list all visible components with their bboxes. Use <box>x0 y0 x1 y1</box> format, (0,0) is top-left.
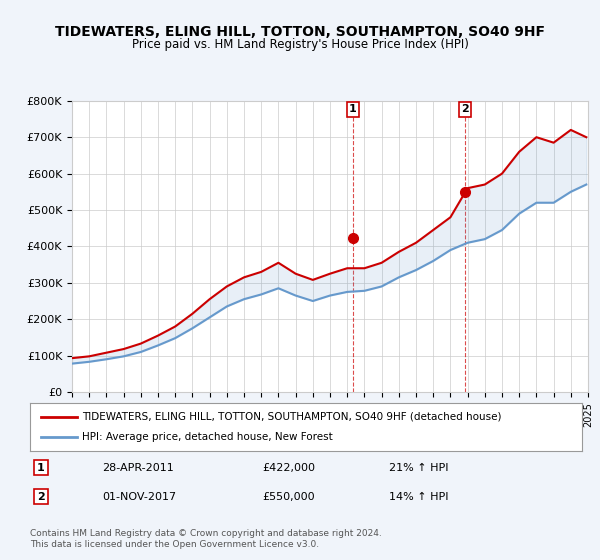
Text: 2: 2 <box>37 492 45 502</box>
Text: TIDEWATERS, ELING HILL, TOTTON, SOUTHAMPTON, SO40 9HF: TIDEWATERS, ELING HILL, TOTTON, SOUTHAMP… <box>55 25 545 39</box>
Text: 2: 2 <box>461 104 469 114</box>
Text: £422,000: £422,000 <box>262 463 315 473</box>
Text: 1: 1 <box>37 463 45 473</box>
Text: 21% ↑ HPI: 21% ↑ HPI <box>389 463 448 473</box>
Text: £550,000: £550,000 <box>262 492 314 502</box>
Text: Price paid vs. HM Land Registry's House Price Index (HPI): Price paid vs. HM Land Registry's House … <box>131 38 469 51</box>
Text: TIDEWATERS, ELING HILL, TOTTON, SOUTHAMPTON, SO40 9HF (detached house): TIDEWATERS, ELING HILL, TOTTON, SOUTHAMP… <box>82 412 502 422</box>
Text: HPI: Average price, detached house, New Forest: HPI: Average price, detached house, New … <box>82 432 333 442</box>
Text: 28-APR-2011: 28-APR-2011 <box>102 463 173 473</box>
Text: 1: 1 <box>349 104 357 114</box>
Text: Contains HM Land Registry data © Crown copyright and database right 2024.
This d: Contains HM Land Registry data © Crown c… <box>30 529 382 549</box>
Text: 14% ↑ HPI: 14% ↑ HPI <box>389 492 448 502</box>
Text: 01-NOV-2017: 01-NOV-2017 <box>102 492 176 502</box>
